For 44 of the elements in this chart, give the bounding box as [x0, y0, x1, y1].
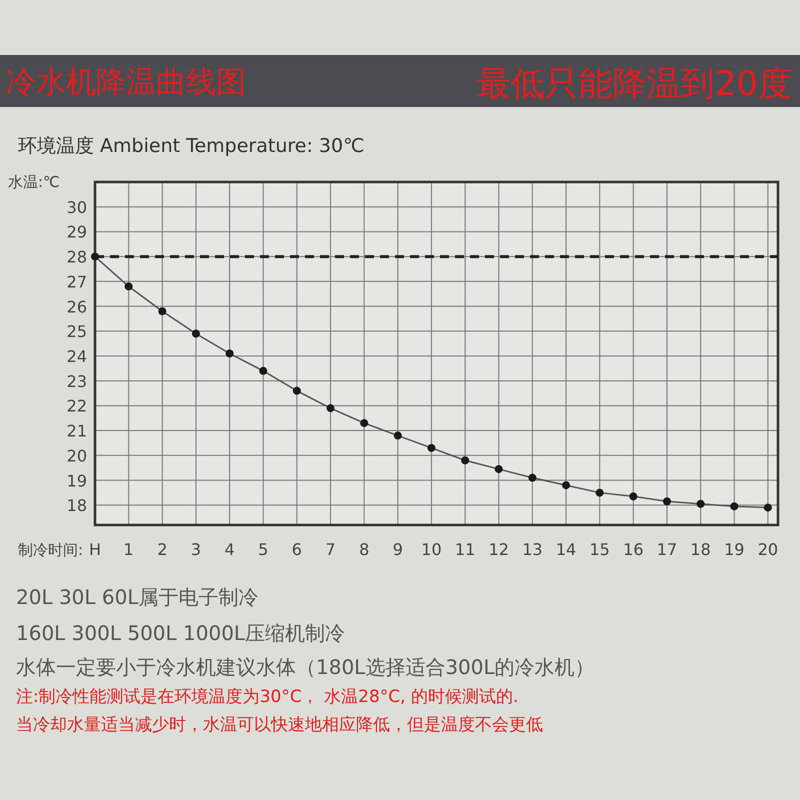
x-tick-label: 5	[258, 540, 268, 559]
text: 当冷却水量适当减少时，水温可以快速地相应降低，但是温度不会更低	[16, 715, 543, 735]
x-axis-title: 制冷时间:	[18, 541, 83, 559]
y-tick-label: 27	[66, 272, 87, 292]
x-tick-label: 8	[359, 540, 370, 559]
x-tick-label: 19	[724, 540, 744, 559]
y-tick-label: 30	[66, 198, 87, 217]
x-tick-label: 16	[623, 540, 644, 559]
x-tick-label: 11	[454, 540, 476, 559]
x-tick-label: 10	[421, 540, 442, 559]
x-tick-label: 6	[292, 540, 302, 559]
y-tick-label: 18	[66, 496, 87, 516]
y-tick-label: 21	[66, 422, 87, 441]
y-tick-label: 20	[66, 446, 87, 466]
text: 20L 30L 60L属于电子制冷	[16, 585, 258, 609]
x-tick-label: 20	[758, 540, 778, 559]
x-tick-label: 1	[124, 540, 134, 559]
chart-subtitle: 环境温度 Ambient Temperature: 30℃	[18, 135, 364, 157]
y-tick-label: 29	[66, 222, 87, 242]
x-tick-label: 13	[522, 540, 543, 559]
y-axis-title: 水温:℃	[8, 173, 60, 191]
y-tick-label: 25	[66, 322, 87, 342]
text: 最低只能降温到20度	[476, 64, 792, 104]
y-tick-label: 19	[66, 471, 87, 490]
x-tick-label: 4	[224, 540, 235, 559]
text: 160L 300L 500L 1000L压缩机制冷	[16, 621, 346, 645]
y-tick-label: 23	[66, 372, 87, 391]
y-tick-label: 22	[66, 396, 87, 416]
chart-title: 冷水机降温曲线图	[6, 65, 246, 100]
y-tick-label: 24	[66, 346, 87, 366]
x-tick-label: 7	[325, 540, 336, 559]
x-tick-label: 2	[157, 540, 168, 559]
x-tick-label: 9	[392, 540, 403, 559]
y-tick-label: 28	[66, 248, 87, 267]
x-tick-label: 15	[590, 540, 610, 559]
x-tick-label: 14	[556, 540, 576, 559]
x-tick-label: 17	[656, 540, 678, 559]
text: 注:制冷性能测试是在环境温度为30°C， 水温28°C, 的时候测试的.	[16, 687, 518, 707]
x-tick-label: 3	[190, 540, 202, 559]
x-tick-label: H	[88, 540, 102, 559]
x-tick-label: 18	[690, 540, 711, 559]
x-tick-label: 12	[488, 540, 509, 559]
text: 水体一定要小于冷水机建议水体（180L选择适合300L的冷水机）	[16, 655, 595, 679]
y-tick-label: 26	[66, 297, 87, 316]
